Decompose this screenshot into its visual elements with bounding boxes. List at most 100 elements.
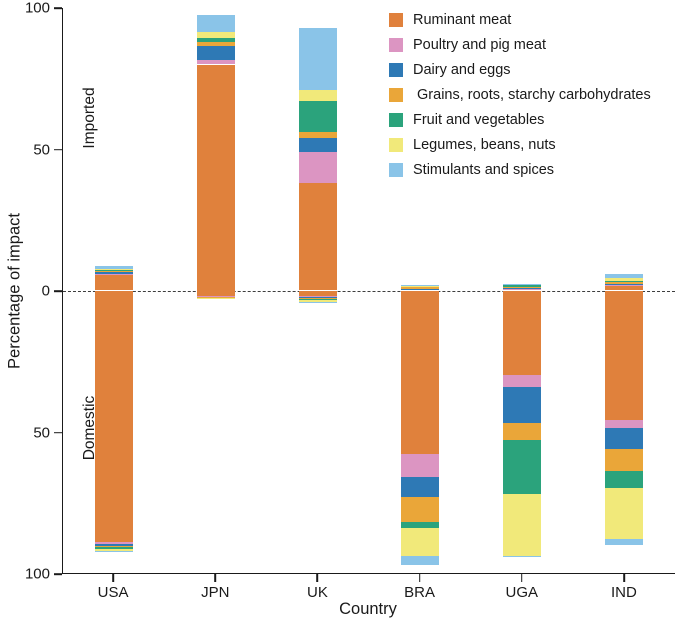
legend-swatch — [389, 162, 403, 177]
legend-swatch — [389, 137, 403, 152]
bar-segment — [94, 550, 133, 552]
bar-segment — [94, 549, 133, 551]
bar-segment — [197, 41, 235, 47]
legend-item: Fruit and vegetables — [389, 111, 651, 128]
plot-area: Imported Domestic Ruminant meat Poultry a… — [62, 8, 675, 574]
x-tick-mark — [623, 574, 625, 582]
y-tick-label: 50 — [33, 424, 50, 441]
bar-segment — [197, 37, 235, 42]
legend-label: Grains, roots, starchy carbohydrates — [413, 86, 651, 103]
legend-label: Poultry and pig meat — [413, 36, 546, 53]
bar-segment — [605, 282, 643, 284]
bar-segment — [401, 286, 439, 288]
bar-segment — [401, 556, 439, 565]
bar-segment — [299, 297, 337, 299]
bar-segment — [299, 296, 337, 298]
bar-segment — [503, 285, 541, 288]
y-tick-mark — [54, 431, 62, 434]
x-axis-title: Country — [339, 600, 397, 618]
bar-segment — [299, 137, 337, 153]
x-tick-label: BRA — [404, 584, 435, 601]
bar-segment — [94, 270, 133, 271]
bar-segment — [299, 27, 337, 90]
bar-segment — [503, 288, 541, 291]
bar-segment — [197, 296, 235, 297]
bar-segment — [401, 476, 439, 497]
bar-segment — [605, 285, 643, 287]
bar-segment — [503, 287, 541, 289]
bar-segment — [401, 454, 439, 477]
bar-segment — [605, 278, 643, 282]
bar-segment — [94, 547, 133, 550]
legend-swatch — [389, 87, 403, 102]
x-tick-mark — [214, 574, 217, 582]
legend-label: Dairy and eggs — [413, 61, 511, 78]
bar-segment — [605, 539, 643, 545]
bar-segment — [401, 284, 439, 286]
bar-segment — [605, 284, 643, 286]
bar-segment — [299, 89, 337, 102]
y-tick-label: 50 — [33, 141, 50, 158]
x-tick-label: IND — [610, 584, 637, 601]
bar-segment — [503, 375, 541, 387]
bar-segment — [299, 101, 337, 133]
x-tick-label: UGA — [505, 584, 539, 601]
bar-segment — [401, 527, 439, 557]
bar-segment — [401, 522, 439, 528]
bar-segment — [299, 290, 337, 297]
bar-segment — [299, 300, 337, 302]
legend-item: Grains, roots, starchy carbohydrates — [389, 86, 651, 103]
legend-swatch — [389, 37, 403, 52]
bar-segment — [503, 440, 541, 494]
x-tick-mark — [112, 574, 114, 582]
bar-segment — [299, 183, 337, 291]
bar-segment — [503, 287, 541, 288]
x-tick-label: UK — [306, 584, 328, 601]
bar-segment — [197, 296, 235, 298]
bar-segment — [503, 493, 541, 557]
legend-item: Stimulants and spices — [389, 161, 651, 178]
legend-label: Stimulants and spices — [413, 161, 555, 178]
legend-swatch — [389, 112, 403, 127]
bar-segment — [197, 46, 235, 61]
x-tick-mark — [520, 574, 523, 582]
bar-segment — [605, 281, 643, 283]
y-tick-mark — [54, 573, 62, 575]
bar-segment — [401, 496, 439, 523]
x-tick-mark — [418, 574, 421, 582]
legend: Ruminant meat Poultry and pig meat Dairy a… — [389, 12, 651, 178]
bar-segment — [605, 448, 643, 472]
y-tick-mark — [54, 290, 62, 292]
bar-segment — [94, 290, 133, 542]
bar-segment — [94, 269, 133, 271]
y-tick-label: 0 — [41, 282, 50, 300]
y-tick-mark — [54, 7, 62, 9]
bar-segment — [94, 274, 133, 291]
legend-item: Legumes, beans, nuts — [389, 136, 651, 153]
bar-segment — [197, 32, 235, 38]
bar-segment — [94, 272, 133, 274]
zero-baseline — [63, 290, 675, 292]
bar-segment — [197, 15, 235, 32]
bar-segment — [197, 64, 235, 291]
legend-label: Fruit and vegetables — [413, 111, 545, 128]
legend-item: Dairy and eggs — [389, 61, 651, 78]
x-tick-mark — [316, 574, 319, 582]
legend-item: Ruminant meat — [389, 12, 651, 28]
bar-segment — [94, 545, 133, 547]
bar-segment — [299, 298, 337, 301]
legend-swatch — [389, 62, 403, 77]
bar-segment — [503, 290, 541, 376]
bar-segment — [605, 471, 643, 489]
y-tick-label: 100 — [24, 0, 50, 17]
bar-segment — [299, 296, 337, 297]
y-tick-label: 100 — [24, 565, 50, 583]
bar-segment — [605, 290, 643, 421]
bar-segment — [503, 284, 541, 286]
bar-segment — [299, 152, 337, 184]
bar-segment — [197, 60, 235, 65]
bar-segment — [605, 274, 643, 279]
legend-label: Legumes, beans, nuts — [413, 136, 556, 153]
legend-item: Poultry and pig meat — [389, 36, 651, 53]
